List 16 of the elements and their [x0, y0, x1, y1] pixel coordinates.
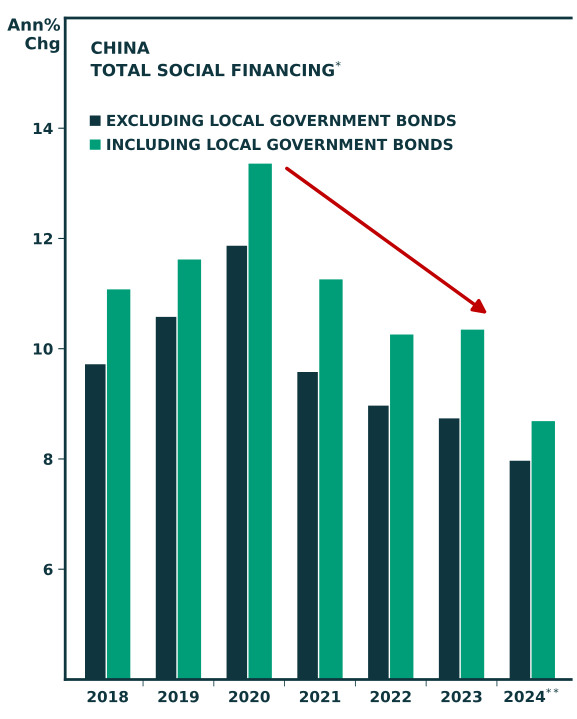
- y-tick-label: 12: [34, 232, 52, 244]
- x-tick-label: 2022: [370, 690, 411, 702]
- y-tick-label: 6: [44, 564, 53, 576]
- x-tick-label: 2019: [158, 690, 199, 702]
- y-tick-label: 10: [34, 343, 53, 355]
- x-tick-label: 2018: [88, 690, 128, 702]
- x-tick-label: 2020: [229, 690, 270, 702]
- y-tick-label: 14: [34, 122, 53, 134]
- legend-label: INCLUDING LOCAL GOVERNMENT BONDS: [107, 138, 453, 150]
- x-tick-label: 2023: [441, 690, 482, 702]
- legend-label: EXCLUDING LOCAL GOVERNMENT BONDS: [107, 114, 456, 126]
- x-tick-label: 2021: [300, 690, 340, 702]
- y-tick-label: 8: [44, 453, 52, 465]
- text: CHINA TOTAL SOCIAL FINANCING$^{*}$: [90, 41, 341, 76]
- y-axis-title: Ann% Chg: [7, 18, 60, 53]
- x-tick-label: 2024$^{**}$: [504, 688, 558, 702]
